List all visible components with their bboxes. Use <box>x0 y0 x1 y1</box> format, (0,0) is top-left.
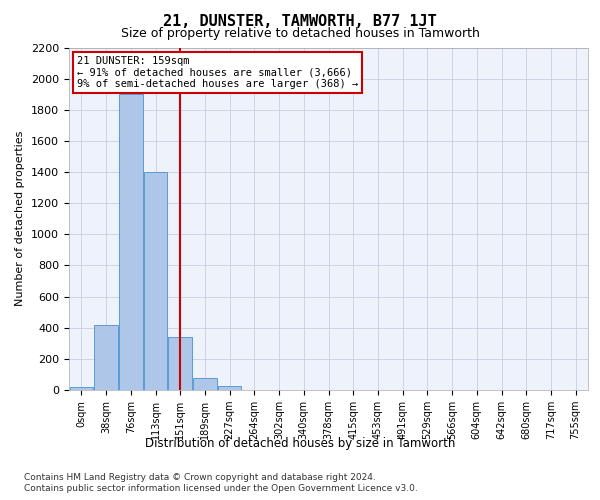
Text: 21 DUNSTER: 159sqm
← 91% of detached houses are smaller (3,666)
9% of semi-detac: 21 DUNSTER: 159sqm ← 91% of detached hou… <box>77 56 358 90</box>
Bar <box>218 386 241 390</box>
Bar <box>169 337 192 390</box>
Text: Contains HM Land Registry data © Crown copyright and database right 2024.: Contains HM Land Registry data © Crown c… <box>24 472 376 482</box>
Text: 21, DUNSTER, TAMWORTH, B77 1JT: 21, DUNSTER, TAMWORTH, B77 1JT <box>163 14 437 29</box>
Bar <box>70 387 93 390</box>
Text: Contains public sector information licensed under the Open Government Licence v3: Contains public sector information licen… <box>24 484 418 493</box>
Bar <box>94 324 118 390</box>
Bar <box>193 378 217 390</box>
Y-axis label: Number of detached properties: Number of detached properties <box>16 131 25 306</box>
Bar <box>144 172 167 390</box>
Text: Size of property relative to detached houses in Tamworth: Size of property relative to detached ho… <box>121 28 479 40</box>
Text: Distribution of detached houses by size in Tamworth: Distribution of detached houses by size … <box>145 438 455 450</box>
Bar <box>119 94 143 390</box>
